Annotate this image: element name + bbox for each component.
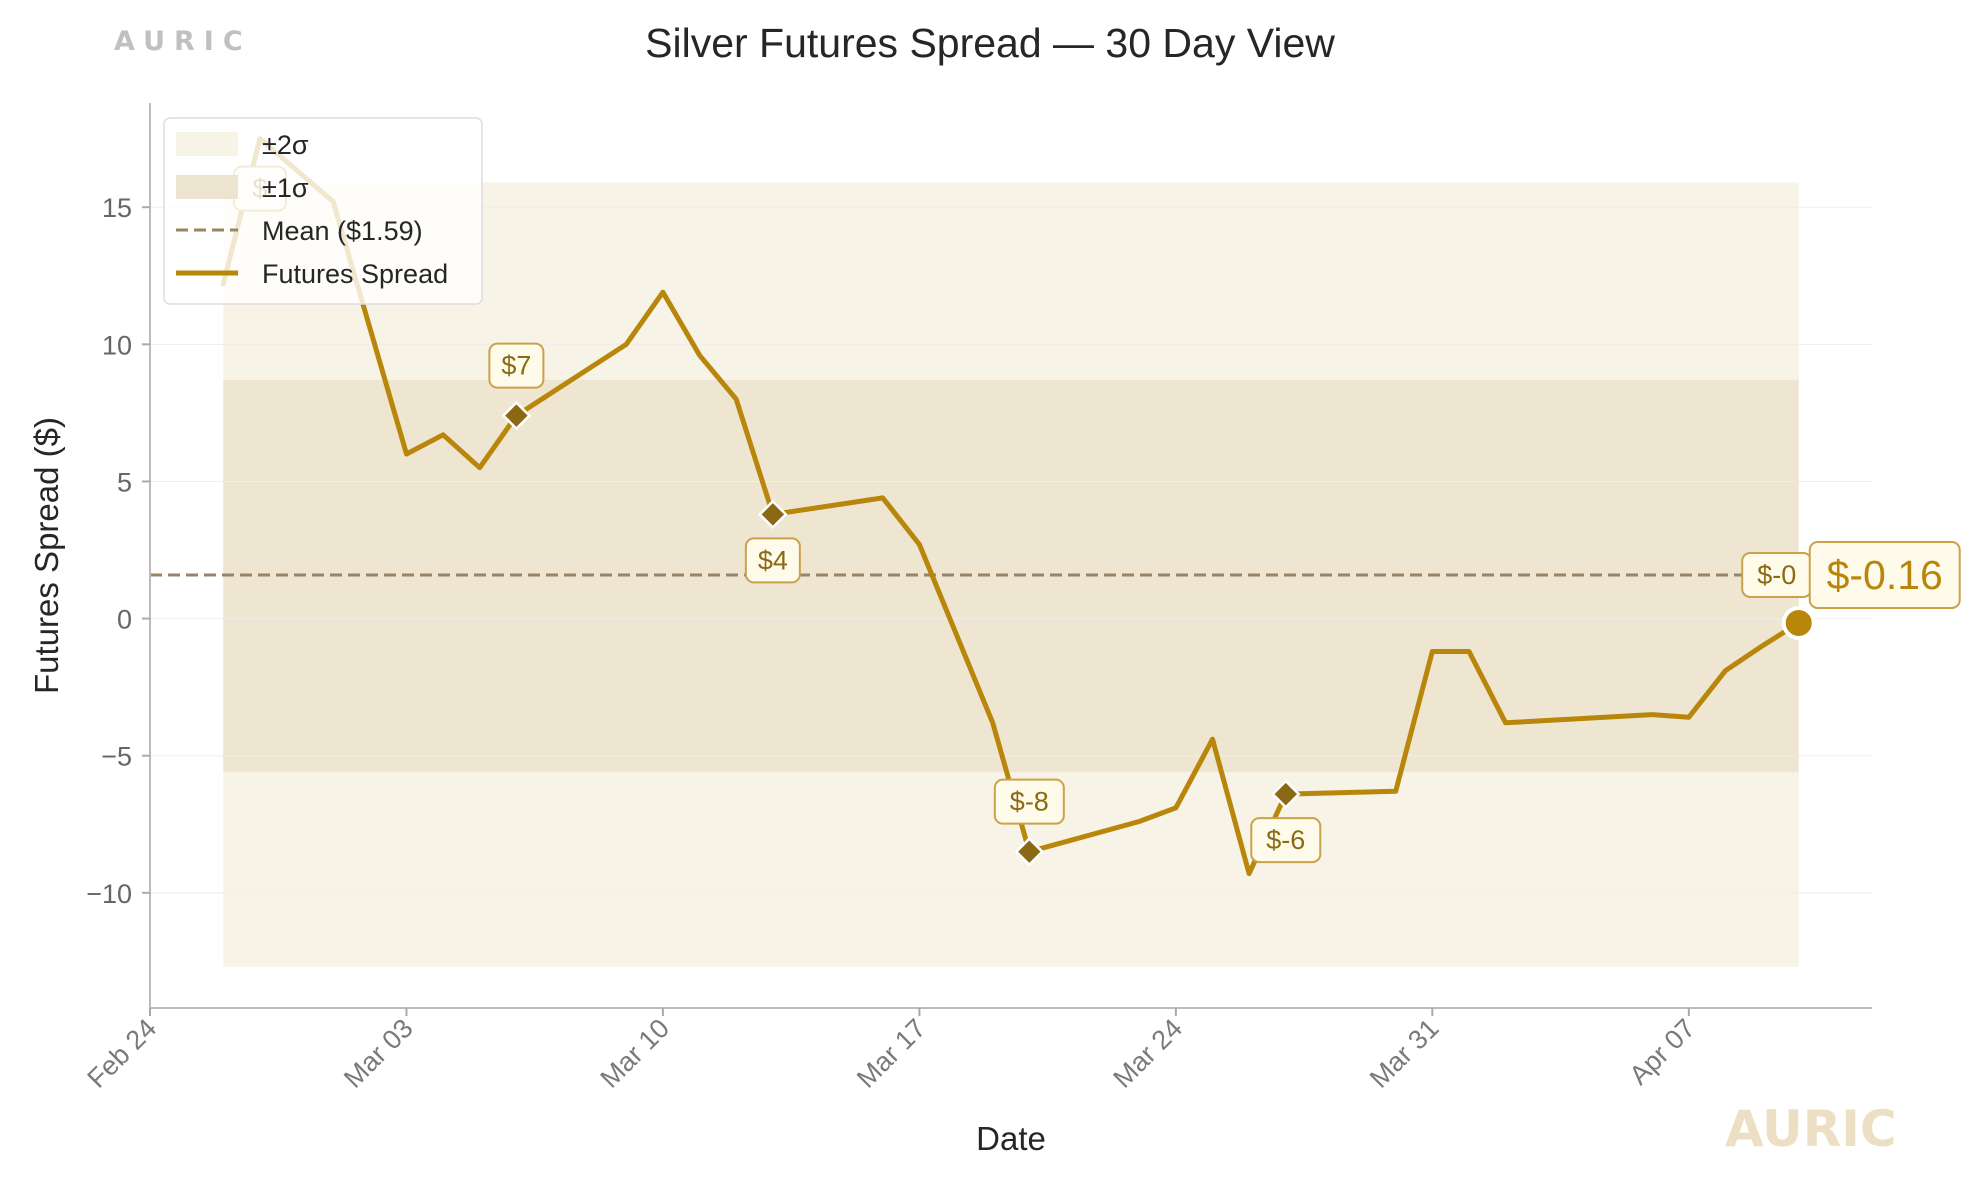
y-tick-label: −5: [101, 742, 132, 772]
marker-diamond: [758, 499, 788, 530]
legend-entry-label: Mean ($1.59): [262, 216, 423, 246]
legend-entry-label: ±2σ: [262, 130, 309, 160]
marker-label-box: [993, 778, 1065, 825]
x-axis-label: Date: [976, 1120, 1046, 1157]
x-tick-label: Mar 03: [338, 1013, 419, 1094]
marker-label-text: $4: [758, 545, 788, 575]
annotated-markers: $$-0$7$4$-8$-6$-0.16: [232, 165, 1961, 867]
legend-entry-label: Futures Spread: [262, 259, 448, 289]
last-point-label-box: [1808, 540, 1961, 609]
y-tick-label: 10: [102, 330, 132, 360]
legend: ±2σ ±1σ Mean ($1.59) Futures Spread: [163, 117, 483, 305]
legend-swatch-band1: [176, 175, 238, 199]
x-tick-label: Mar 10: [595, 1013, 676, 1094]
legend-swatch-band2: [176, 132, 238, 156]
marker-label: $-6: [1250, 817, 1322, 864]
chart-title: Silver Futures Spread — 30 Day View: [645, 20, 1335, 66]
grid-lines: [150, 206, 1872, 894]
y-tick-label: −10: [86, 879, 132, 909]
x-tick-label: Mar 24: [1107, 1013, 1188, 1094]
brand-watermark-top: AURIC: [114, 26, 252, 57]
legend-entry-label: ±1σ: [262, 173, 309, 203]
y-axis-ticks: 15 10 5 0 −5 −10: [86, 193, 150, 909]
marker-diamond: [501, 400, 532, 431]
marker-label: $-8: [993, 778, 1065, 825]
marker-label-box: [744, 537, 801, 584]
last-point-dot: [1781, 605, 1816, 640]
marker-label: $4: [744, 537, 801, 584]
y-tick-label: 15: [102, 193, 132, 223]
marker-diamond: [1014, 836, 1045, 867]
partial-label-end-text: $-0: [1757, 560, 1796, 590]
marker-label-text: $-8: [1010, 787, 1049, 817]
partial-label-end: $-0: [1741, 551, 1813, 598]
y-tick-label: 5: [117, 467, 132, 497]
x-tick-label: Mar 17: [851, 1013, 932, 1094]
marker-label-box: [488, 342, 545, 389]
x-tick-label: Apr 07: [1624, 1013, 1701, 1090]
x-tick-label: Feb 24: [82, 1013, 163, 1094]
brand-watermark-bottom: AURIC: [1725, 1100, 1897, 1158]
marker-label-text: $-6: [1266, 825, 1305, 855]
y-tick-label: 0: [117, 605, 132, 635]
legend-frame: [163, 117, 483, 305]
marker-diamond: [1271, 779, 1301, 809]
marker-label: $7: [488, 342, 545, 389]
last-point-label: $-0.16: [1808, 540, 1961, 609]
x-axis-ticks: Feb 24 Mar 03 Mar 10 Mar 17 Mar 24 Mar 31 Apr …: [82, 1008, 1701, 1094]
y-axis-label: Futures Spread ($): [28, 417, 65, 694]
last-point-label-text: $-0.16: [1827, 552, 1943, 598]
x-tick-label: Mar 31: [1364, 1013, 1445, 1094]
marker-label-text: $7: [501, 351, 531, 381]
axes: [149, 103, 1872, 1009]
marker-label-box: [1250, 817, 1322, 864]
